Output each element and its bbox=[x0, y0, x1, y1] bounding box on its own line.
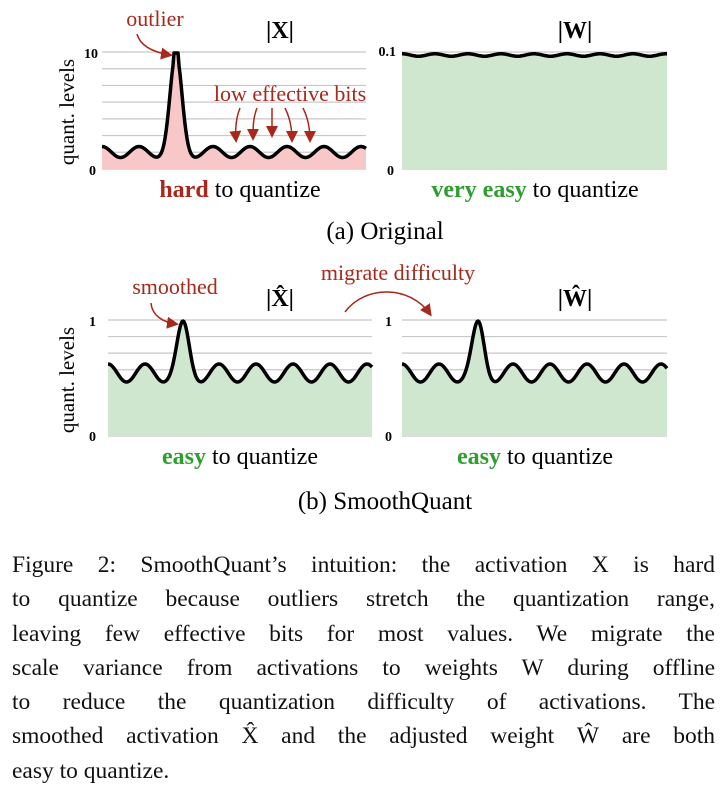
tick-x-min: 0 bbox=[89, 164, 96, 179]
caption-line: leaving few effective bits for most valu… bbox=[12, 620, 715, 647]
low-bits-annotation: low effective bits bbox=[214, 81, 366, 106]
x-plot-curve bbox=[101, 51, 368, 160]
verdict-what-rest: to quantize bbox=[501, 444, 613, 470]
x-plot-area bbox=[102, 53, 366, 169]
w-plot-area bbox=[402, 53, 667, 169]
verdict-w-rest: to quantize bbox=[527, 177, 639, 203]
verdict-xhat-rest: to quantize bbox=[206, 444, 318, 470]
plot-title-x: |X| bbox=[266, 18, 294, 44]
tick-w-min: 0 bbox=[387, 164, 394, 179]
y-axis-label-a: quant. levels bbox=[55, 59, 79, 165]
plot-title-xhat: |X̂| bbox=[266, 285, 294, 312]
verdict-w-strong: very easy bbox=[431, 177, 526, 203]
low-bits-arrows bbox=[229, 107, 316, 143]
tick-xhat-min: 0 bbox=[89, 430, 96, 445]
caption-line: to reduce the quantization difficulty of… bbox=[12, 689, 715, 716]
y-axis-label-b: quant. levels bbox=[55, 327, 79, 433]
panel-b-label: (b) SmoothQuant bbox=[298, 488, 472, 515]
figure-2: quant. levels quant. levels 10 0 0.1 0 |… bbox=[55, 6, 669, 515]
caption-line: Figure 2: SmoothQuant’s intuition: the a… bbox=[12, 552, 715, 578]
plot-title-w: |W| bbox=[558, 18, 593, 44]
caption-line: easy to quantize. bbox=[12, 757, 170, 784]
tick-what-max: 1 bbox=[385, 315, 392, 330]
caption-line: smoothed activation X̂ and the adjusted … bbox=[12, 723, 715, 750]
verdict-what: easy to quantize bbox=[457, 444, 613, 470]
tick-x-max: 10 bbox=[84, 47, 98, 62]
figure-caption: Figure 2: SmoothQuant’s intuition: the a… bbox=[12, 548, 715, 788]
verdict-xhat-strong: easy bbox=[162, 444, 206, 470]
verdict-x-strong: hard bbox=[159, 177, 209, 203]
plot-title-what: |Ŵ| bbox=[558, 285, 593, 312]
verdict-what-strong: easy bbox=[457, 444, 501, 470]
migrate-arrow bbox=[344, 291, 432, 317]
tick-xhat-max: 1 bbox=[89, 315, 96, 330]
xhat-plot-curve bbox=[107, 319, 374, 384]
tick-what-min: 0 bbox=[385, 430, 392, 445]
outlier-annotation: outlier bbox=[126, 6, 184, 31]
outlier-arrow bbox=[136, 33, 173, 60]
caption-line: to quantize because outliers stretch the… bbox=[12, 586, 715, 613]
verdict-w: very easy to quantize bbox=[431, 177, 638, 203]
verdict-xhat: easy to quantize bbox=[162, 444, 318, 470]
smoothed-annotation: smoothed bbox=[132, 274, 218, 299]
what-plot-curve bbox=[401, 319, 669, 384]
caption-line: scale variance from activations to weigh… bbox=[12, 654, 715, 681]
smoothed-arrow bbox=[150, 302, 179, 329]
panel-a-label: (a) Original bbox=[326, 218, 443, 245]
xhat-plot-area bbox=[108, 321, 372, 436]
what-plot-area bbox=[402, 321, 667, 436]
w-plot-curve bbox=[401, 52, 668, 58]
migrate-difficulty-label: migrate difficulty bbox=[321, 260, 475, 285]
verdict-x: hard to quantize bbox=[159, 177, 320, 203]
verdict-x-rest: to quantize bbox=[209, 177, 321, 203]
tick-w-max: 0.1 bbox=[379, 45, 397, 60]
